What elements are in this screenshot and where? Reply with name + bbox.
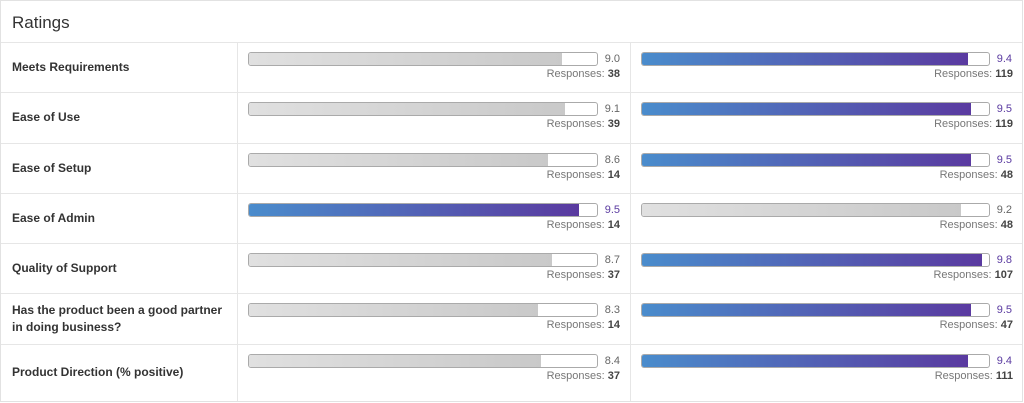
score-bar-fill bbox=[249, 254, 552, 267]
score-value: 9.5 bbox=[996, 304, 1012, 317]
rating-cell-left: 8.4 Responses: 37 bbox=[238, 345, 630, 401]
rating-label: Ease of Setup bbox=[1, 143, 238, 193]
score-bar bbox=[248, 303, 598, 318]
responses-count: Responses: 37 bbox=[546, 369, 620, 382]
score-bar bbox=[248, 102, 598, 117]
responses-count: Responses: 107 bbox=[933, 269, 1013, 282]
rating-cell-right: 9.5 Responses: 48 bbox=[630, 143, 1022, 193]
score-bar-fill bbox=[642, 254, 982, 267]
rating-row: Product Direction (% positive) 8.4 Respo… bbox=[1, 344, 1022, 401]
score-bar-fill bbox=[249, 354, 542, 367]
responses-count: Responses: 119 bbox=[934, 68, 1013, 80]
score-bar bbox=[248, 202, 598, 217]
responses-count: Responses: 39 bbox=[546, 118, 620, 131]
rating-row: Meets Requirements 9.0 Responses: 38 9.4… bbox=[1, 43, 1022, 94]
score-value: 9.5 bbox=[604, 203, 620, 216]
responses-count: Responses: 38 bbox=[546, 68, 620, 80]
score-bar-fill bbox=[642, 103, 972, 116]
rating-label: Quality of Support bbox=[1, 244, 238, 294]
score-value: 9.0 bbox=[604, 53, 620, 65]
rating-cell-right: 9.5 Responses: 47 bbox=[630, 294, 1022, 344]
rating-cell-left: 9.5 Responses: 14 bbox=[238, 194, 630, 243]
rating-label: Has the product been a good partner in d… bbox=[1, 294, 238, 344]
score-value: 9.4 bbox=[996, 53, 1012, 65]
responses-count: Responses: 48 bbox=[939, 168, 1013, 181]
score-bar bbox=[641, 152, 990, 167]
score-value: 9.8 bbox=[996, 254, 1012, 267]
score-bar bbox=[641, 303, 990, 318]
score-bar bbox=[641, 52, 990, 66]
rating-label: Meets Requirements bbox=[1, 43, 238, 93]
rating-cell-right: 9.5 Responses: 119 bbox=[630, 93, 1022, 143]
responses-count: Responses: 48 bbox=[939, 218, 1013, 231]
rating-row: Quality of Support 8.7 Responses: 37 9.8… bbox=[1, 244, 1022, 295]
score-value: 8.3 bbox=[604, 304, 620, 317]
score-value: 9.5 bbox=[996, 153, 1012, 166]
rating-cell-right: 9.2 Responses: 48 bbox=[630, 193, 1022, 244]
rating-cell-left: 8.6 Responses: 14 bbox=[238, 144, 630, 193]
score-bar-fill bbox=[642, 354, 968, 367]
rating-cell-left: 8.3 Responses: 14 bbox=[238, 294, 630, 343]
responses-count: Responses: 14 bbox=[546, 168, 620, 181]
score-bar bbox=[248, 353, 598, 368]
score-bar-fill bbox=[249, 153, 549, 166]
score-bar-fill bbox=[642, 304, 972, 317]
score-value: 8.4 bbox=[604, 354, 620, 367]
score-bar-fill bbox=[249, 304, 538, 317]
rating-row: Has the product been a good partner in d… bbox=[1, 294, 1022, 345]
score-value: 9.1 bbox=[604, 103, 620, 116]
rating-cell-left: 9.1 Responses: 39 bbox=[238, 93, 630, 142]
score-bar bbox=[641, 253, 990, 268]
score-bar bbox=[248, 152, 598, 167]
responses-count: Responses: 37 bbox=[546, 269, 620, 282]
rating-label: Product Direction (% positive) bbox=[1, 344, 238, 401]
rating-row: Ease of Setup 8.6 Responses: 14 9.5 Resp… bbox=[1, 143, 1022, 194]
score-bar-fill bbox=[642, 153, 972, 166]
responses-count: Responses: 14 bbox=[546, 218, 620, 231]
score-value: 9.5 bbox=[996, 103, 1012, 116]
score-bar bbox=[641, 102, 990, 117]
score-bar-fill bbox=[249, 103, 566, 116]
section-title: Ratings bbox=[1, 1, 1022, 43]
responses-count: Responses: 14 bbox=[546, 319, 620, 332]
rating-row: Ease of Admin 9.5 Responses: 14 9.2 Resp… bbox=[1, 193, 1022, 245]
score-bar bbox=[248, 52, 598, 66]
score-bar-fill bbox=[249, 203, 580, 216]
score-bar bbox=[641, 202, 990, 217]
score-bar bbox=[248, 253, 598, 268]
rating-cell-left: 8.7 Responses: 37 bbox=[238, 244, 630, 293]
rating-cell-right: 9.4 Responses: 119 bbox=[630, 43, 1022, 93]
rating-cell-right: 9.4 Responses: 111 bbox=[630, 344, 1022, 401]
rating-cell-right: 9.8 Responses: 107 bbox=[630, 244, 1022, 294]
score-bar-fill bbox=[249, 53, 562, 65]
score-value: 9.2 bbox=[996, 203, 1012, 216]
rating-label: Ease of Use bbox=[1, 93, 238, 143]
score-value: 8.6 bbox=[604, 153, 620, 166]
score-bar-fill bbox=[642, 203, 961, 216]
responses-count: Responses: 119 bbox=[934, 118, 1013, 131]
score-bar bbox=[641, 353, 990, 368]
rating-row: Ease of Use 9.1 Responses: 39 9.5 Respon… bbox=[1, 93, 1022, 144]
score-bar-fill bbox=[642, 53, 968, 65]
responses-count: Responses: 111 bbox=[934, 369, 1013, 382]
rating-label: Ease of Admin bbox=[1, 193, 238, 244]
score-value: 8.7 bbox=[604, 254, 620, 267]
score-value: 9.4 bbox=[996, 354, 1012, 367]
responses-count: Responses: 47 bbox=[939, 319, 1013, 332]
rating-cell-left: 9.0 Responses: 38 bbox=[238, 43, 630, 92]
